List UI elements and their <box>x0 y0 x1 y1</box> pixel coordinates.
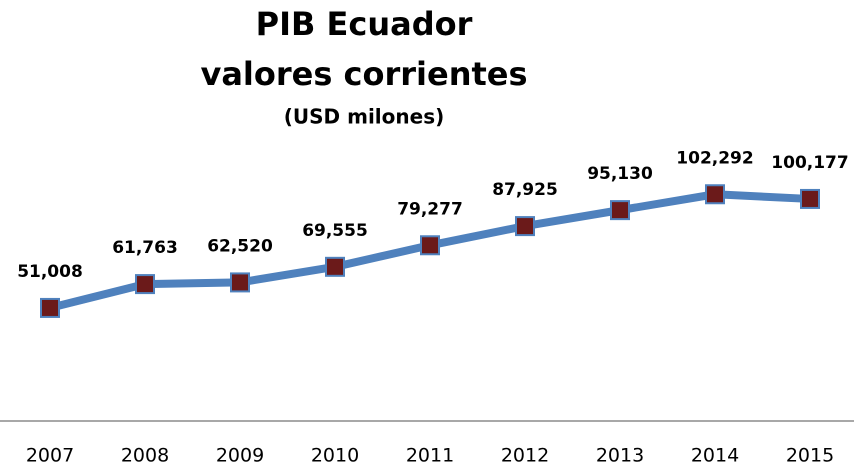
data-label: 69,555 <box>302 221 368 241</box>
marker <box>135 274 155 295</box>
data-label: 87,925 <box>492 180 558 200</box>
x-tick-label: 2007 <box>26 445 74 467</box>
data-label: 62,520 <box>207 236 273 256</box>
x-tick-label: 2015 <box>786 445 834 467</box>
marker <box>610 200 630 221</box>
marker <box>40 297 60 318</box>
marker <box>515 216 535 237</box>
data-label: 100,177 <box>771 153 848 173</box>
chart-units: (USD milones) <box>284 105 445 129</box>
marker <box>800 188 820 209</box>
x-tick-label: 2010 <box>311 445 359 467</box>
marker <box>420 235 440 256</box>
marker <box>705 184 725 205</box>
x-tick-label: 2014 <box>691 445 739 467</box>
data-label: 95,130 <box>587 164 653 184</box>
marker <box>230 272 250 293</box>
chart-subtitle: valores corrientes <box>200 55 527 93</box>
x-tick-label: 2011 <box>406 445 454 467</box>
x-tick-label: 2009 <box>216 445 264 467</box>
x-tick-label: 2012 <box>501 445 549 467</box>
data-label: 51,008 <box>17 262 83 282</box>
data-label: 61,763 <box>112 238 178 258</box>
x-tick-label: 2013 <box>596 445 644 467</box>
x-tick-label: 2008 <box>121 445 169 467</box>
marker <box>325 256 345 277</box>
chart-title: PIB Ecuador <box>256 5 473 43</box>
data-label: 79,277 <box>397 199 463 219</box>
data-label: 102,292 <box>676 148 753 168</box>
